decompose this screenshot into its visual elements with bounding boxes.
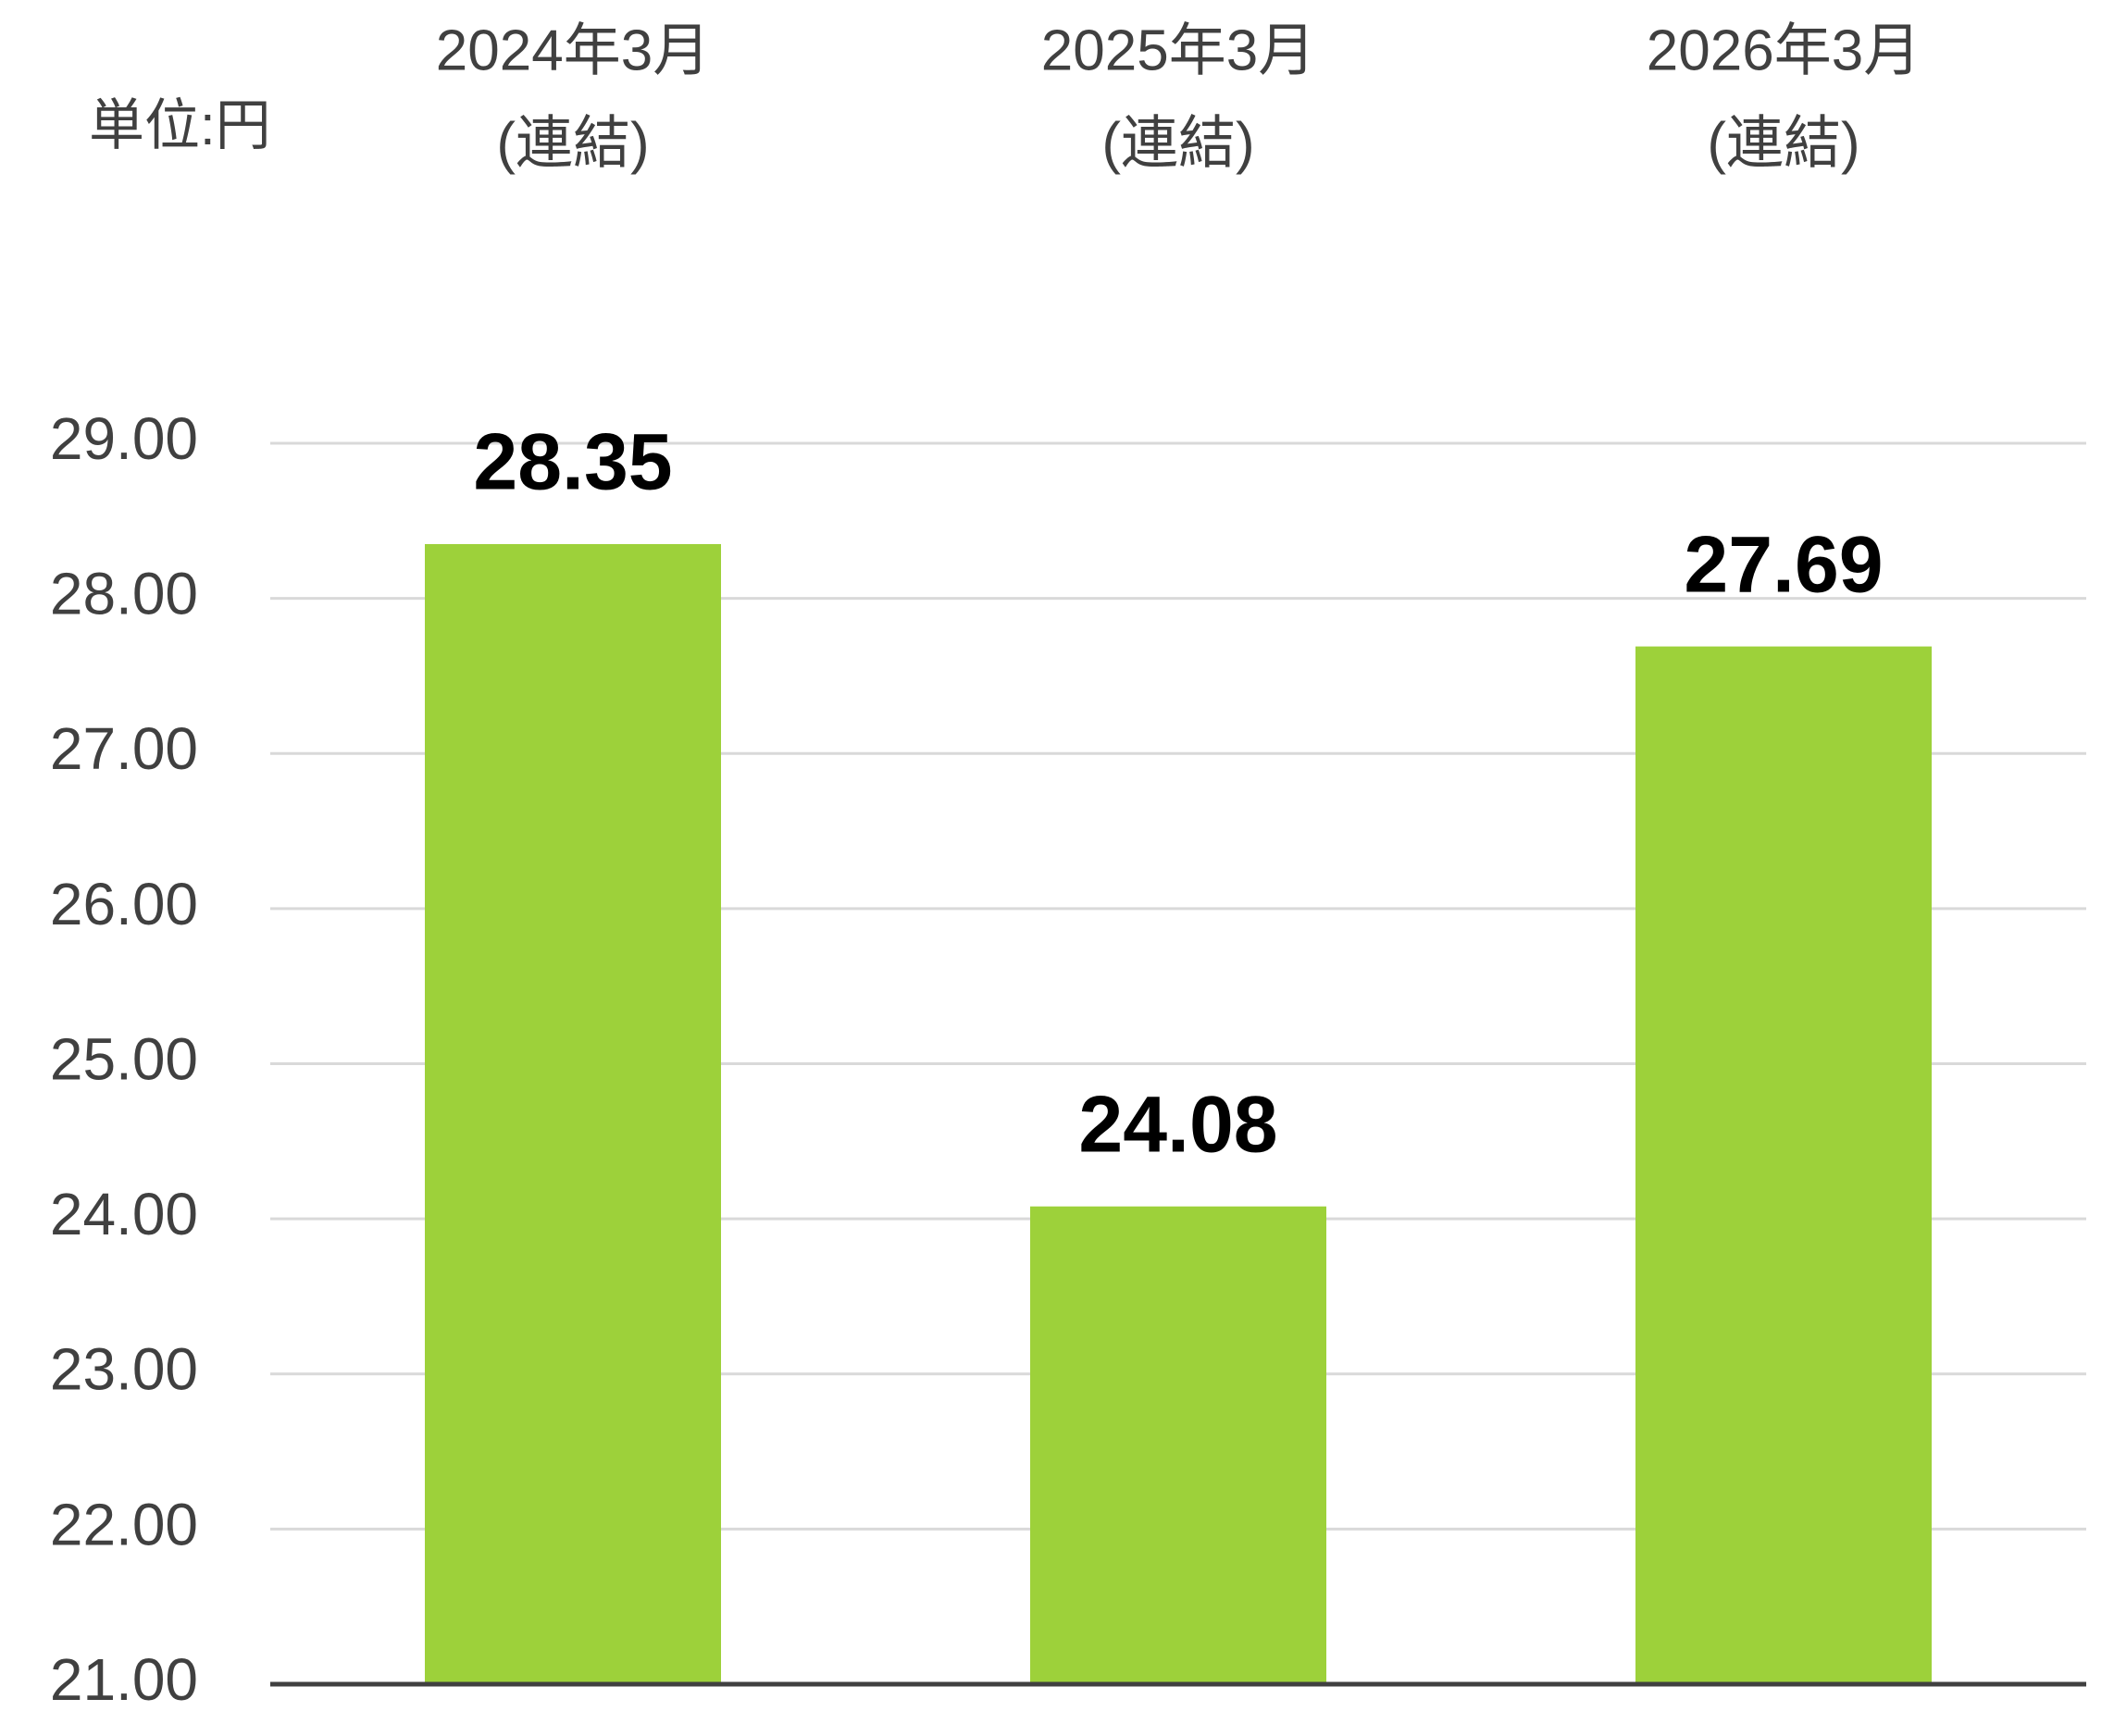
y-tick-label: 24.00: [50, 1181, 198, 1247]
bar: [1030, 1206, 1326, 1684]
y-tick-label: 28.00: [50, 561, 198, 627]
x-tick-label: (連結): [496, 111, 649, 175]
x-tick-label: 2024年3月: [436, 19, 710, 82]
data-label: 28.35: [473, 418, 672, 507]
bar: [1635, 646, 1932, 1684]
data-label: 24.08: [1078, 1080, 1277, 1169]
x-tick-label: 2026年3月: [1647, 19, 1921, 82]
x-tick-label: (連結): [1707, 111, 1859, 175]
y-tick-label: 29.00: [50, 405, 198, 472]
unit-label: 単位:円: [89, 94, 271, 156]
y-tick-label: 21.00: [50, 1646, 198, 1713]
x-tick-label: (連結): [1101, 111, 1254, 175]
bar: [425, 543, 721, 1684]
y-tick-label: 25.00: [50, 1025, 198, 1092]
y-tick-label: 26.00: [50, 871, 198, 937]
data-label: 27.69: [1684, 520, 1883, 609]
y-tick-label: 27.00: [50, 715, 198, 782]
y-tick-label: 23.00: [50, 1336, 198, 1403]
x-tick-label: 2025年3月: [1041, 19, 1315, 82]
y-tick-label: 22.00: [50, 1491, 198, 1557]
